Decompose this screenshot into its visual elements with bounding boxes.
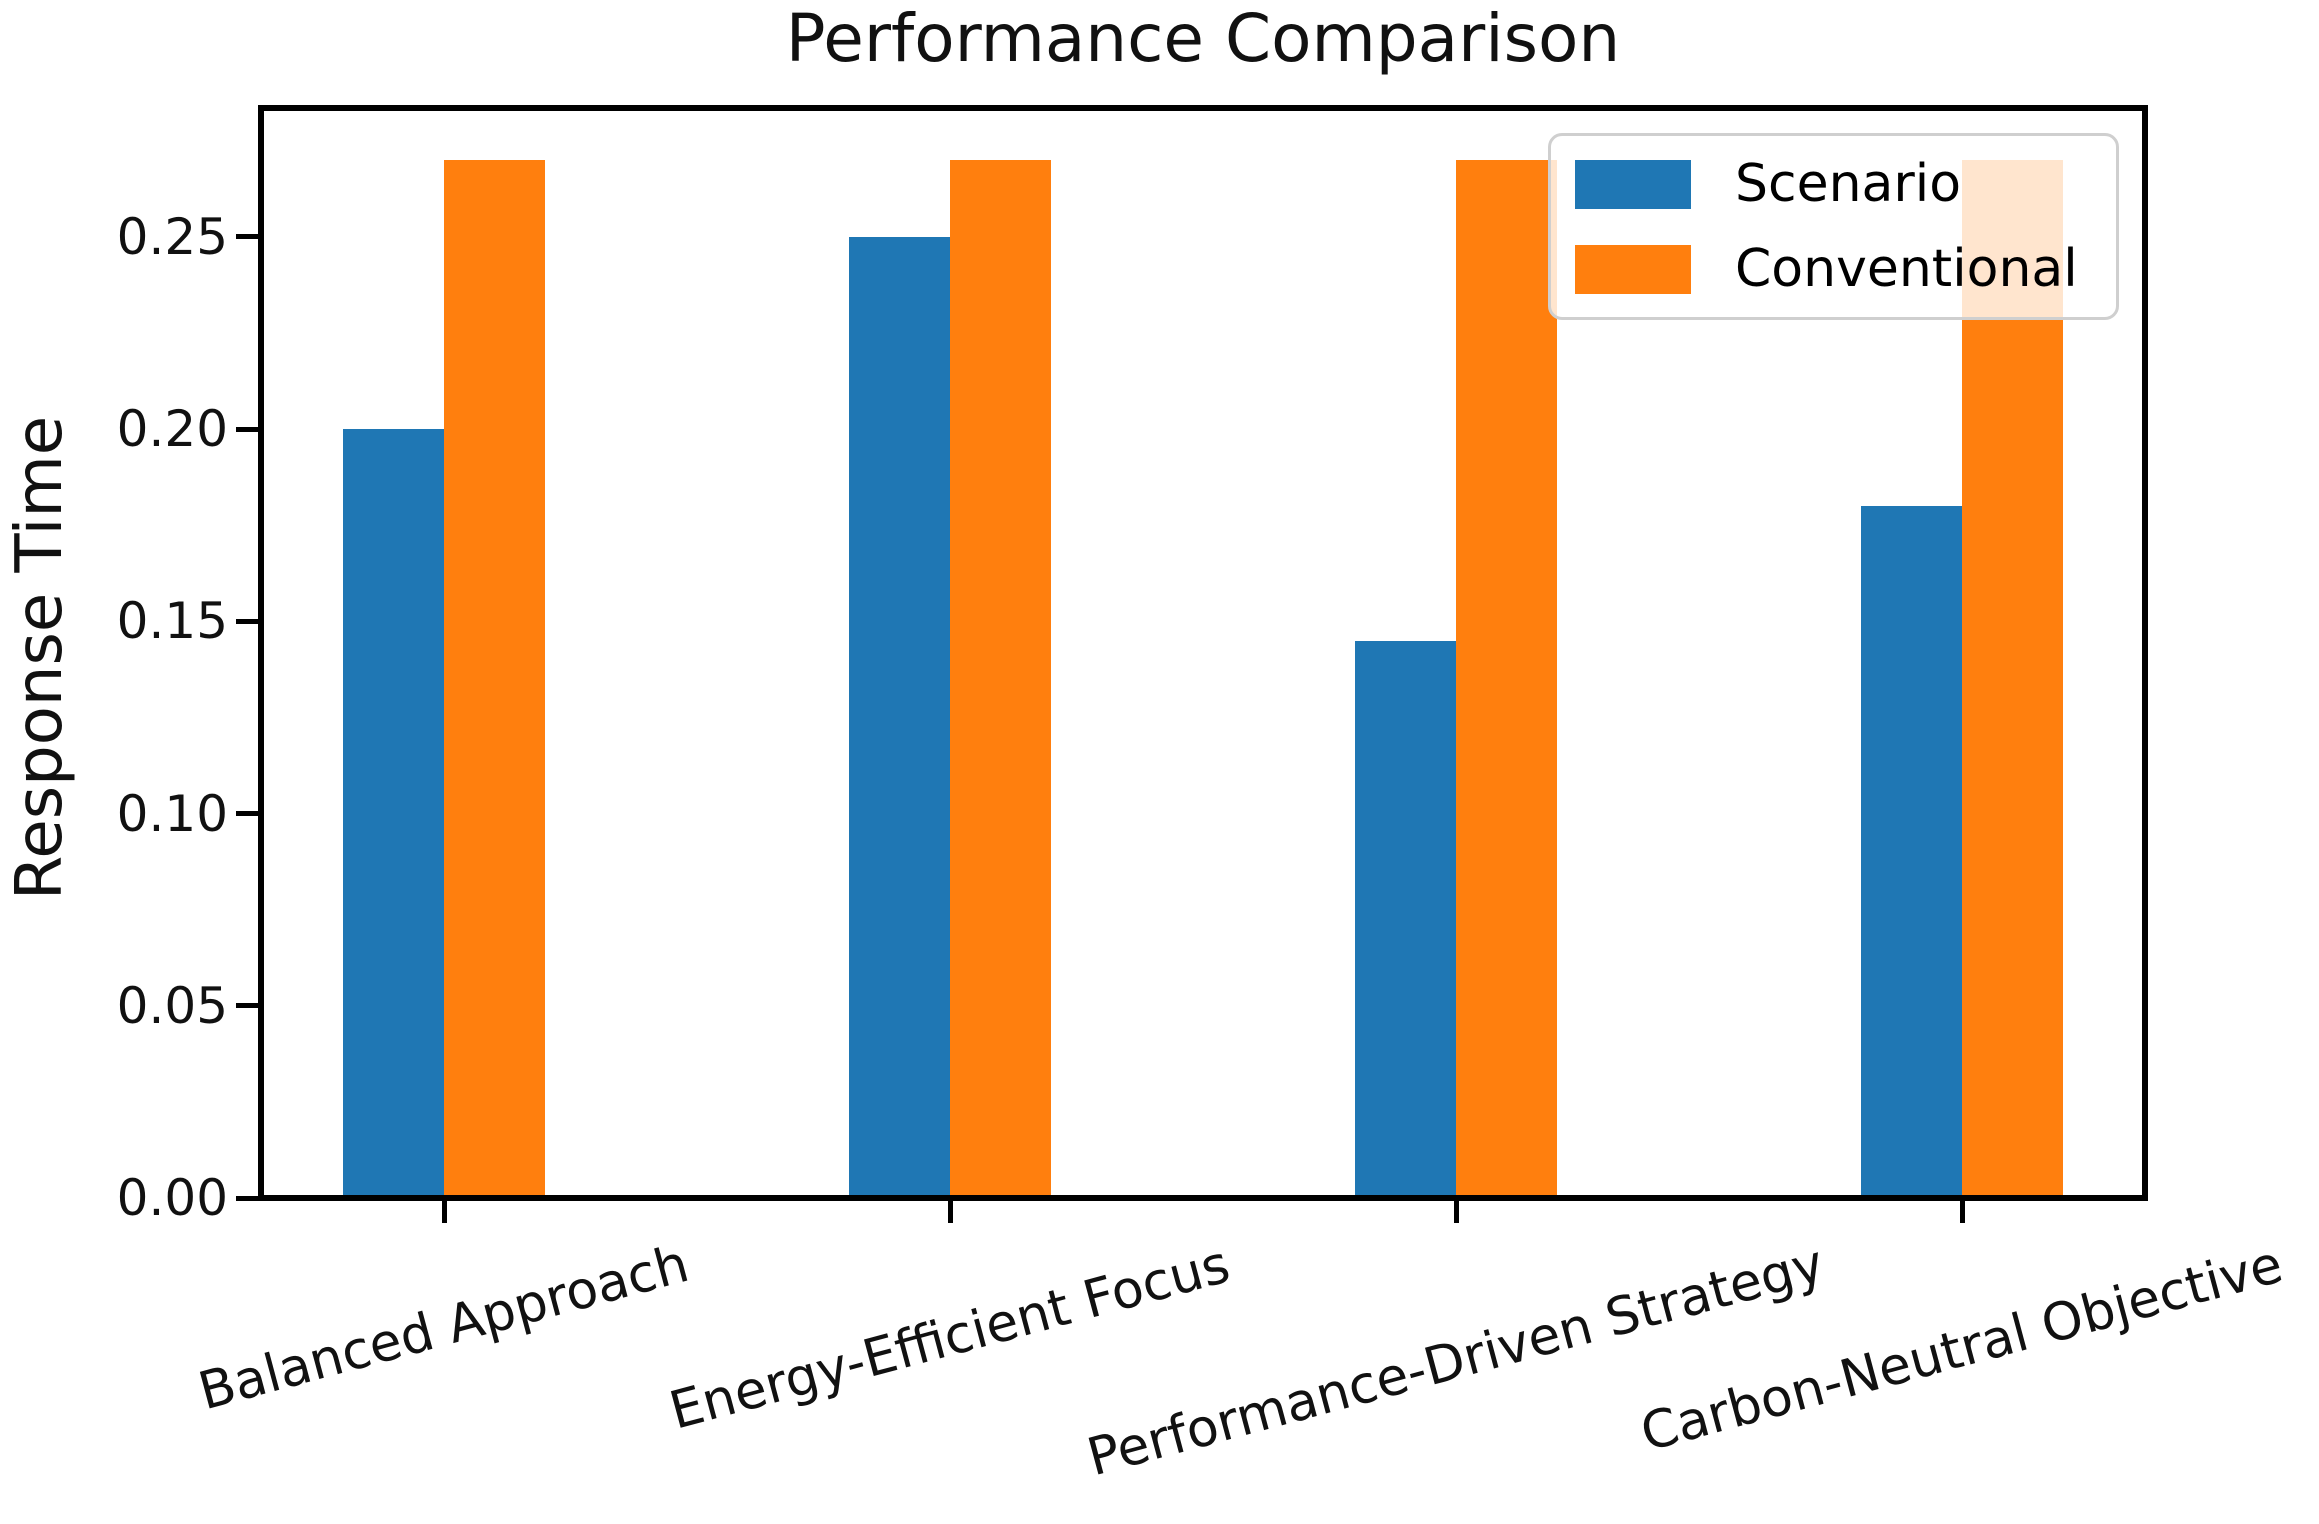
y-tick-mark	[236, 1195, 258, 1201]
y-tick-label: 0.25	[116, 207, 228, 266]
bar-conventional-3	[1962, 160, 2063, 1198]
spine-right	[2142, 105, 2148, 1201]
legend-item-scenario: Scenario	[1575, 158, 2092, 210]
x-tick-mark	[441, 1201, 447, 1223]
bar-conventional-0	[444, 160, 545, 1198]
bar-scenario-1	[849, 237, 950, 1198]
x-tick-label: Balanced Approach	[192, 1234, 695, 1423]
y-tick-label: 0.00	[116, 1169, 228, 1227]
y-tick-mark	[236, 234, 258, 240]
x-tick-mark	[1453, 1201, 1459, 1223]
x-tick-mark	[947, 1201, 953, 1223]
spine-left	[258, 105, 264, 1201]
legend-swatch-conventional	[1575, 244, 1691, 294]
bar-conventional-2	[1456, 160, 1557, 1198]
legend-label: Conventional	[1735, 239, 2078, 299]
y-tick-label: 0.10	[116, 784, 228, 843]
chart-title: Performance Comparison	[785, 0, 1621, 77]
spine-bottom	[258, 1195, 2148, 1201]
legend-label: Scenario	[1735, 154, 1962, 214]
y-tick-mark	[236, 1003, 258, 1009]
spine-top	[258, 105, 2148, 111]
bar-scenario-2	[1355, 641, 1456, 1198]
bar-scenario-3	[1861, 506, 1962, 1198]
legend-swatch-scenario	[1575, 159, 1691, 209]
y-tick-label: 0.05	[116, 976, 228, 1035]
plot-area	[261, 108, 2145, 1198]
y-tick-label: 0.15	[116, 592, 228, 651]
bar-scenario-0	[343, 429, 444, 1198]
bar-conventional-1	[950, 160, 1051, 1198]
x-tick-mark	[1959, 1201, 1965, 1223]
y-tick-mark	[236, 811, 258, 817]
y-tick-mark	[236, 426, 258, 432]
y-tick-label: 0.20	[116, 400, 228, 459]
y-tick-mark	[236, 618, 258, 624]
legend-item-conventional: Conventional	[1575, 243, 2092, 295]
legend: Scenario Conventional	[1548, 133, 2119, 320]
